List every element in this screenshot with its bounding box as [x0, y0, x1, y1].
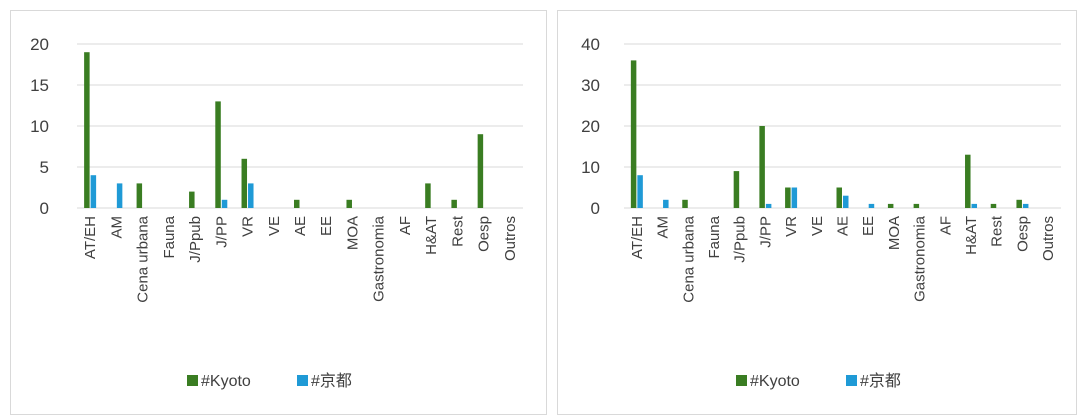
category-label: VE	[809, 216, 826, 236]
category-label: AT/EH	[629, 216, 646, 259]
bar-kyoto-jp	[868, 203, 875, 208]
y-tick-label: 0	[40, 199, 49, 218]
category-label: Rest	[449, 215, 466, 247]
bar-kyoto	[965, 154, 971, 208]
category-label: MOA	[886, 216, 903, 250]
y-tick-label: 30	[581, 76, 600, 95]
category-label: Oesp	[476, 216, 493, 252]
legend-swatch	[846, 375, 857, 386]
legend-swatch	[297, 375, 308, 386]
category-label: EE	[318, 216, 335, 236]
bar-kyoto-jp	[637, 175, 643, 208]
category-label: Cena urbana	[135, 215, 152, 302]
bar-kyoto	[630, 60, 637, 209]
category-label: J/Ppub	[187, 216, 204, 263]
bar-kyoto-jp	[843, 195, 849, 208]
bar-kyoto	[189, 191, 195, 208]
category-label: AF	[397, 216, 414, 235]
y-tick-label: 20	[581, 117, 600, 136]
bar-chart-right: 0 10 20 30 40 AT/EH AM Cena urbana Fauna J/Ppub J/…	[581, 35, 1061, 390]
bar-kyoto-jp	[90, 175, 97, 208]
y-tick-label: 10	[30, 117, 49, 136]
bar-kyoto-jp	[116, 183, 123, 208]
bar-kyoto	[346, 199, 352, 208]
category-label: Fauna	[161, 215, 178, 258]
category-label: Gastronomia	[912, 215, 929, 302]
bar-kyoto	[759, 126, 765, 208]
category-label: J/Ppub	[732, 216, 749, 263]
y-tick-label: 40	[581, 35, 600, 54]
category-label: AT/EH	[82, 216, 99, 259]
bar-kyoto	[294, 199, 300, 208]
y-tick-label: 10	[581, 158, 600, 177]
category-label: AE	[835, 216, 852, 236]
bar-kyoto	[887, 203, 894, 208]
category-label: VR	[240, 216, 257, 237]
category-label: H&AT	[423, 216, 440, 255]
bar-kyoto	[477, 134, 484, 208]
bar-kyoto	[136, 183, 143, 208]
category-label: VR	[783, 216, 800, 237]
category-label: AF	[937, 216, 954, 235]
category-label: H&AT	[963, 216, 980, 255]
legend-label: #Kyoto	[750, 373, 800, 390]
category-label: Rest	[989, 215, 1006, 247]
chart-panel-right: 0 10 20 30 40 AT/EH AM Cena urbana Fauna J/Ppub J/…	[557, 10, 1077, 415]
legend-label: #Kyoto	[201, 373, 251, 390]
bar-kyoto	[913, 203, 920, 208]
category-label: Oesp	[1014, 216, 1031, 252]
category-label: AE	[292, 216, 309, 236]
bar-kyoto	[451, 199, 457, 208]
bar-kyoto	[425, 183, 431, 208]
category-label: Gastronomia	[371, 215, 388, 302]
category-label: AM	[655, 216, 672, 239]
chart-panel-left: 0 5 10 15 20 AT/EH AM Cena urbana Fauna J/Ppub J/P…	[10, 10, 547, 415]
category-label: AM	[108, 216, 125, 239]
bar-kyoto	[733, 171, 740, 208]
category-label: Fauna	[706, 215, 723, 258]
category-label: Outros	[502, 216, 519, 261]
category-label: Cena urbana	[680, 215, 697, 302]
bar-kyoto	[84, 52, 90, 209]
bar-kyoto	[682, 199, 688, 208]
category-label: J/PP	[757, 216, 774, 248]
bar-kyoto-jp	[765, 203, 772, 208]
bar-kyoto	[215, 101, 221, 208]
legend-label: #京都	[860, 372, 901, 390]
bar-kyoto-jp	[971, 203, 978, 208]
y-tick-label: 15	[30, 76, 49, 95]
y-tick-label: 0	[591, 199, 600, 218]
category-label: VE	[266, 216, 283, 236]
bar-kyoto-jp	[248, 183, 254, 208]
bar-kyoto	[785, 187, 791, 208]
category-label: J/PP	[213, 216, 230, 248]
bar-kyoto	[836, 187, 842, 208]
y-tick-label: 5	[40, 158, 49, 177]
bar-kyoto	[990, 203, 997, 208]
y-tick-label: 20	[30, 35, 49, 54]
category-label: Outros	[1040, 216, 1057, 261]
bar-kyoto-jp	[791, 187, 798, 208]
bar-kyoto	[1016, 199, 1022, 208]
bar-chart-left: 0 5 10 15 20 AT/EH AM Cena urbana Fauna J/Ppub J/P…	[30, 35, 523, 390]
bar-kyoto-jp	[1022, 203, 1029, 208]
bar-kyoto-jp	[663, 199, 669, 208]
legend-swatch	[187, 375, 198, 386]
bar-kyoto	[241, 158, 248, 208]
category-label: EE	[860, 216, 877, 236]
category-label: MOA	[344, 216, 361, 250]
legend-swatch	[736, 375, 747, 386]
legend-label: #京都	[311, 372, 352, 390]
bar-kyoto-jp	[221, 199, 228, 208]
